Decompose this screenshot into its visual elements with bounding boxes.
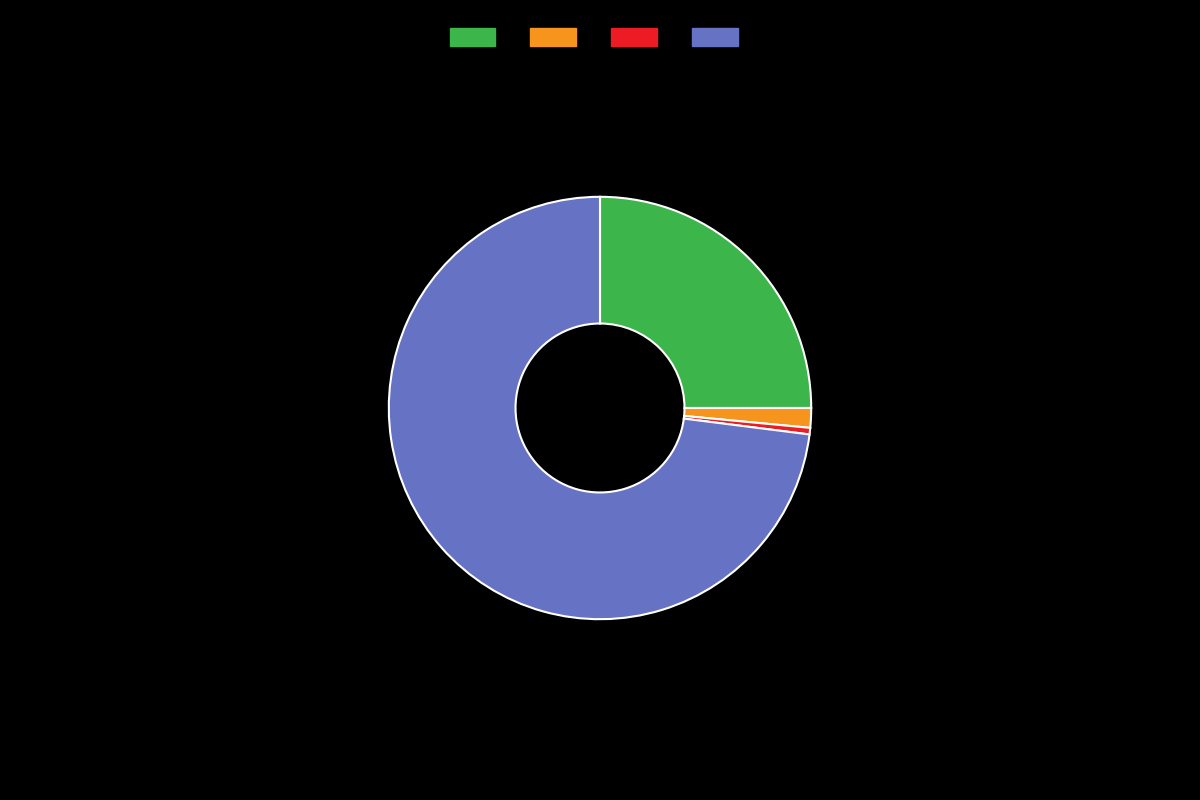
Wedge shape [389, 197, 810, 619]
Wedge shape [684, 408, 811, 428]
Wedge shape [600, 197, 811, 408]
Wedge shape [684, 416, 810, 434]
Legend: , , , : , , , [444, 22, 756, 52]
